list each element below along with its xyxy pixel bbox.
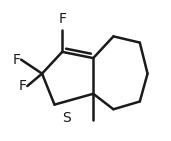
Text: F: F: [13, 53, 21, 67]
Text: F: F: [58, 12, 66, 26]
Text: S: S: [62, 111, 71, 125]
Text: F: F: [19, 79, 27, 93]
